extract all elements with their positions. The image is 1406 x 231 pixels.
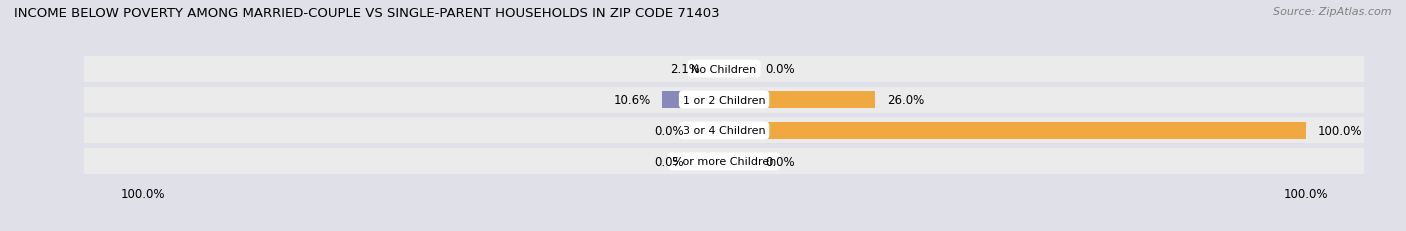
Text: 26.0%: 26.0% (887, 94, 924, 106)
Bar (724, 92, 876, 108)
Bar (724, 61, 754, 77)
Text: 1 or 2 Children: 1 or 2 Children (683, 95, 765, 105)
Bar (662, 92, 724, 108)
Text: 5 or more Children: 5 or more Children (672, 157, 776, 167)
Bar (84, 118, 1364, 144)
Bar (84, 56, 1364, 82)
Text: 2.1%: 2.1% (671, 63, 700, 76)
Text: 0.0%: 0.0% (765, 155, 794, 168)
Bar (84, 87, 1364, 113)
Text: INCOME BELOW POVERTY AMONG MARRIED-COUPLE VS SINGLE-PARENT HOUSEHOLDS IN ZIP COD: INCOME BELOW POVERTY AMONG MARRIED-COUPL… (14, 7, 720, 20)
Bar (84, 149, 1364, 175)
Text: 3 or 4 Children: 3 or 4 Children (683, 126, 765, 136)
Bar (711, 61, 724, 77)
Text: 0.0%: 0.0% (654, 125, 683, 137)
Text: 10.6%: 10.6% (613, 94, 651, 106)
Bar (724, 154, 754, 170)
Text: 0.0%: 0.0% (654, 155, 683, 168)
Bar (695, 154, 724, 170)
Bar (724, 123, 1306, 139)
Text: 0.0%: 0.0% (765, 63, 794, 76)
Text: No Children: No Children (692, 64, 756, 74)
Text: 100.0%: 100.0% (1317, 125, 1362, 137)
Bar (695, 123, 724, 139)
Text: Source: ZipAtlas.com: Source: ZipAtlas.com (1274, 7, 1392, 17)
